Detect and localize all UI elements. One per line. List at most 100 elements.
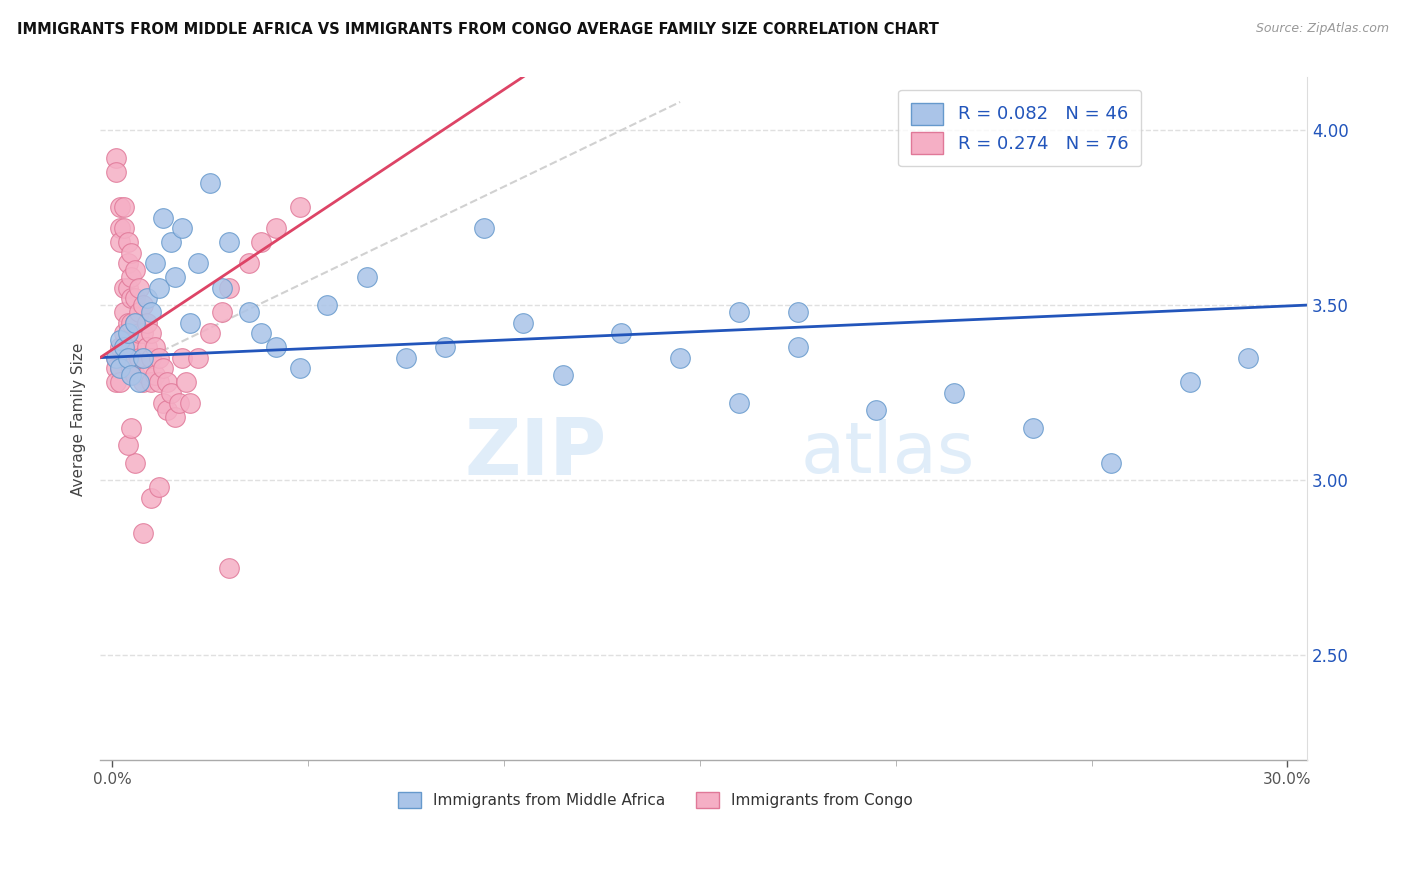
Point [104,351,127,365]
Point [104,375,127,389]
Point [472,221,495,235]
Point [728,305,751,319]
Point [136,316,159,330]
Point [156,403,179,417]
Point [117,280,139,294]
Text: atlas: atlas [800,418,974,488]
Point [121,291,143,305]
Point [266,340,288,354]
Point [117,326,139,340]
Point [143,256,166,270]
Point [610,326,633,340]
Point [112,280,135,294]
Point [176,375,198,389]
Point [128,375,150,389]
Point [121,316,143,330]
Point [136,291,159,305]
Point [163,270,186,285]
Point [148,480,170,494]
Point [136,368,159,383]
Point [1237,351,1260,365]
Point [198,176,221,190]
Point [132,375,155,389]
Point [238,256,260,270]
Point [167,396,190,410]
Point [249,235,271,249]
Point [117,340,139,354]
Point [148,280,170,294]
Point [148,375,170,389]
Point [121,420,143,434]
Point [786,340,808,354]
Y-axis label: Average Family Size: Average Family Size [72,343,86,496]
Point [124,291,146,305]
Point [132,351,155,365]
Point [288,361,311,376]
Point [112,221,135,235]
Point [121,368,143,383]
Point [128,280,150,294]
Point [121,245,143,260]
Point [108,361,131,376]
Point [117,256,139,270]
Point [266,221,288,235]
Point [179,316,201,330]
Point [108,235,131,249]
Point [104,361,127,376]
Point [172,351,194,365]
Point [179,396,201,410]
Point [865,403,887,417]
Point [187,256,209,270]
Point [512,316,534,330]
Point [156,375,179,389]
Point [356,270,378,285]
Point [121,270,143,285]
Point [316,298,339,312]
Point [132,525,155,540]
Point [124,340,146,354]
Point [249,326,271,340]
Point [187,351,209,365]
Text: ZIP: ZIP [465,415,607,491]
Point [218,561,240,575]
Point [551,368,574,383]
Text: IMMIGRANTS FROM MIDDLE AFRICA VS IMMIGRANTS FROM CONGO AVERAGE FAMILY SIZE CORRE: IMMIGRANTS FROM MIDDLE AFRICA VS IMMIGRA… [17,22,939,37]
Point [433,340,456,354]
Point [211,305,233,319]
Point [104,151,127,165]
Point [1178,375,1201,389]
Point [132,326,155,340]
Point [1022,420,1045,434]
Point [112,200,135,214]
Point [117,235,139,249]
Point [108,200,131,214]
Point [139,305,162,319]
Point [218,280,240,294]
Point [669,351,692,365]
Point [117,316,139,330]
Point [132,298,155,312]
Point [288,200,311,214]
Point [143,368,166,383]
Point [139,375,162,389]
Point [139,351,162,365]
Point [218,235,240,249]
Point [159,385,181,400]
Point [104,351,127,365]
Point [148,351,170,365]
Point [124,316,146,330]
Point [124,263,146,277]
Point [198,326,221,340]
Text: Source: ZipAtlas.com: Source: ZipAtlas.com [1256,22,1389,36]
Point [128,305,150,319]
Point [728,396,751,410]
Point [112,340,135,354]
Point [152,396,174,410]
Point [211,280,233,294]
Point [163,410,186,425]
Point [124,368,146,383]
Point [139,326,162,340]
Point [943,385,966,400]
Point [159,235,181,249]
Point [132,351,155,365]
